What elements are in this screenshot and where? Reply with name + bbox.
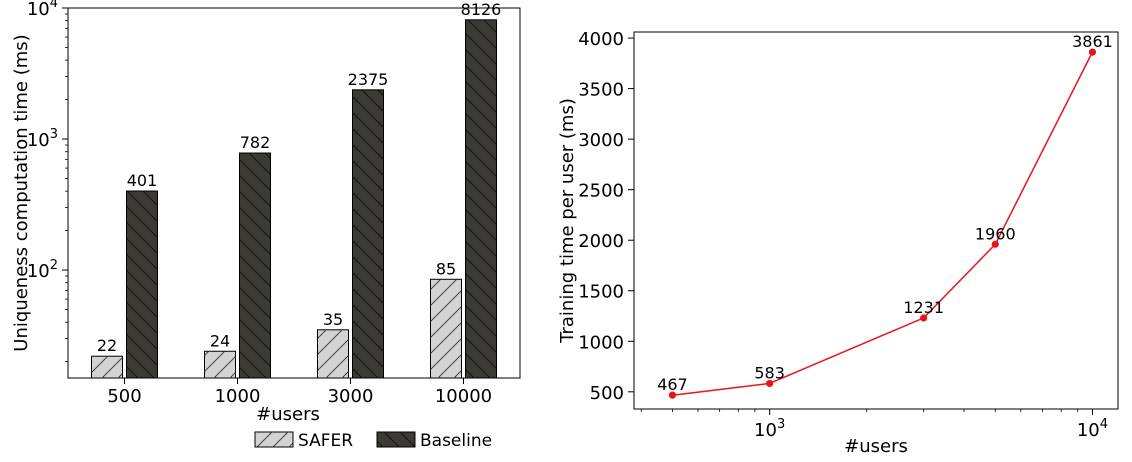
x-tick-label: 104 (1077, 417, 1108, 441)
point-value-label: 583 (754, 363, 785, 382)
y-axis-label: Uniqueness computation time (ms) (11, 34, 32, 351)
x-tick-label: 10000 (435, 386, 492, 407)
x-tick-label: 103 (754, 417, 785, 441)
legend-safer-label: SAFER (298, 431, 353, 451)
y-tick-label-base: 10 (27, 0, 50, 20)
safer-bar-hatch (430, 279, 462, 378)
plot-frame (633, 31, 1119, 410)
y-tick-label: 2000 (578, 231, 624, 252)
y-tick-label: 102 (27, 258, 58, 282)
y-tick-label: 3000 (578, 130, 624, 151)
y-tick-label-base: 10 (27, 130, 50, 151)
bar-value-label: 2375 (348, 70, 389, 89)
y-tick-label-exponent: 2 (50, 258, 58, 273)
baseline-bar-hatch (239, 153, 271, 378)
y-tick-label: 104 (27, 0, 58, 20)
x-tick-label-base: 10 (1077, 420, 1100, 441)
x-axis-label: #users (844, 436, 908, 457)
baseline-bar-hatch (126, 191, 158, 378)
y-tick-label: 103 (27, 127, 58, 151)
plot-frame (67, 7, 521, 379)
point-value-label: 1960 (975, 224, 1016, 243)
y-tick-label-exponent: 4 (50, 0, 58, 11)
bar-value-label: 85 (436, 259, 456, 278)
y-tick-label: 3500 (578, 80, 624, 101)
y-tick-label: 1000 (578, 332, 624, 353)
bar-value-label: 782 (240, 133, 271, 152)
data-point (920, 314, 928, 322)
x-tick-label-exponent: 4 (1100, 417, 1108, 432)
bar-value-label: 8126 (461, 0, 502, 19)
data-point (668, 391, 677, 399)
bar-value-label: 22 (97, 336, 117, 355)
bar-value-label: 24 (210, 331, 230, 350)
safer-bar-hatch (317, 329, 349, 378)
safer-bar-hatch (204, 351, 236, 378)
x-axis-label: #users (256, 404, 320, 425)
x-tick-label-base: 10 (754, 420, 777, 441)
y-tick-label: 4000 (578, 29, 624, 50)
x-tick-label-exponent: 3 (777, 417, 785, 432)
bar-value-label: 35 (323, 310, 343, 329)
point-value-label: 1231 (903, 298, 944, 317)
data-point (1088, 48, 1097, 56)
y-tick-label: 2500 (578, 181, 624, 202)
legend-baseline-label: Baseline (420, 431, 492, 451)
x-tick-label: 3000 (328, 386, 374, 407)
y-tick-label-base: 10 (27, 261, 50, 282)
baseline-bar-hatch (465, 19, 497, 378)
legend: SAFER Baseline (254, 431, 492, 451)
data-point (766, 379, 774, 388)
bar-value-label: 401 (127, 171, 158, 190)
data-point (991, 240, 999, 248)
baseline-bar-hatch (352, 89, 384, 378)
y-tick-label-exponent: 3 (50, 127, 58, 142)
y-tick-label: 1500 (578, 282, 624, 303)
safer-bar-hatch (91, 356, 123, 378)
y-tick-label: 500 (590, 383, 624, 404)
x-tick-label: 1000 (215, 386, 261, 407)
point-value-label: 3861 (1072, 32, 1113, 51)
point-value-label: 467 (657, 375, 688, 394)
x-tick-label: 500 (107, 386, 141, 407)
legend-safer-swatch-hatch (255, 432, 293, 447)
y-axis-label: Training time per user (ms) (557, 98, 578, 344)
legend-baseline-swatch-hatch (377, 432, 415, 447)
series-line (672, 51, 1094, 396)
